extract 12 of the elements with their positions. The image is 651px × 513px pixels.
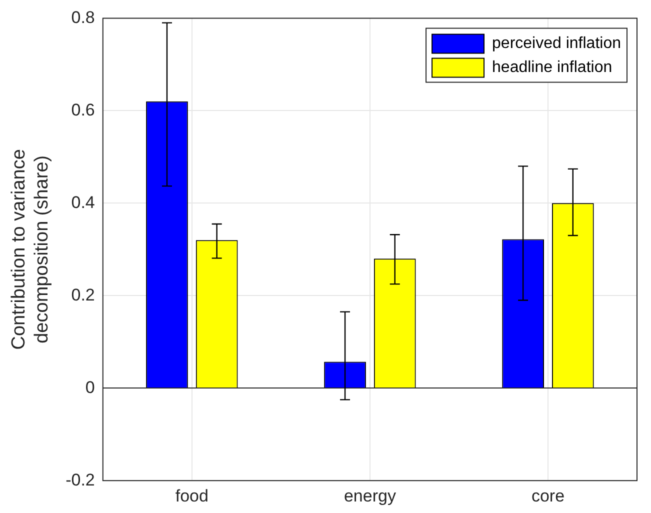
legend-label: perceived inflation (492, 35, 621, 52)
y-tick-label: -0.2 (66, 470, 95, 490)
y-tick-label: 0.2 (71, 285, 95, 304)
y-tick-label: 0.4 (71, 192, 95, 212)
legend-label: headline inflation (492, 59, 612, 76)
y-tick-label: 0.8 (71, 8, 95, 27)
x-tick-label: energy (344, 486, 396, 506)
y-axis-title: Contribution to variance decomposition (share) (8, 149, 52, 350)
y-tick-label: 0.6 (71, 100, 95, 120)
x-tick-label: core (531, 486, 565, 506)
x-tick-label: food (175, 486, 208, 506)
y-tick-label: 0 (85, 378, 95, 397)
